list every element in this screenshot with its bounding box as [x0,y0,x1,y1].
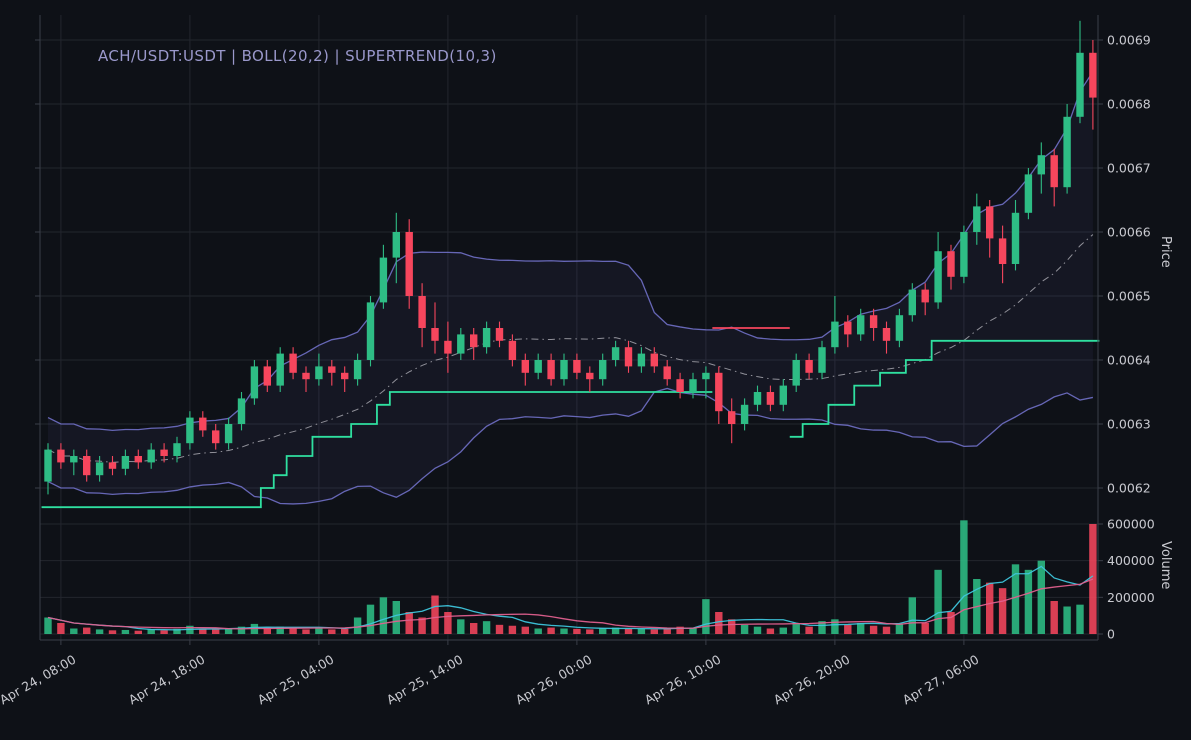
volume-axis-label: Volume [1158,541,1173,590]
svg-text:Apr 26, 20:00: Apr 26, 20:00 [771,652,853,708]
svg-text:0.0067: 0.0067 [1107,161,1151,176]
svg-text:0.0062: 0.0062 [1107,481,1151,496]
svg-text:Apr 24, 18:00: Apr 24, 18:00 [126,652,208,708]
svg-text:200000: 200000 [1107,590,1155,605]
svg-text:Apr 24, 08:00: Apr 24, 08:00 [0,652,78,708]
svg-text:400000: 400000 [1107,553,1155,568]
chart-title: ACH/USDT:USDT | BOLL(20,2) | SUPERTREND(… [98,47,497,65]
svg-text:0.0066: 0.0066 [1107,225,1151,240]
svg-text:0.0069: 0.0069 [1107,33,1151,48]
svg-text:0.0064: 0.0064 [1107,353,1151,368]
svg-text:Apr 26, 00:00: Apr 26, 00:00 [513,652,595,708]
svg-text:Apr 25, 14:00: Apr 25, 14:00 [384,652,466,708]
svg-text:600000: 600000 [1107,517,1155,532]
svg-text:0.0068: 0.0068 [1107,97,1151,112]
price-axis-label: Price [1158,236,1173,268]
svg-text:0.0065: 0.0065 [1107,289,1151,304]
svg-text:Apr 26, 10:00: Apr 26, 10:00 [642,652,724,708]
svg-text:Apr 27, 06:00: Apr 27, 06:00 [900,652,982,708]
svg-text:0: 0 [1107,627,1115,642]
svg-text:0.0063: 0.0063 [1107,417,1151,432]
svg-text:Apr 25, 04:00: Apr 25, 04:00 [255,652,337,708]
